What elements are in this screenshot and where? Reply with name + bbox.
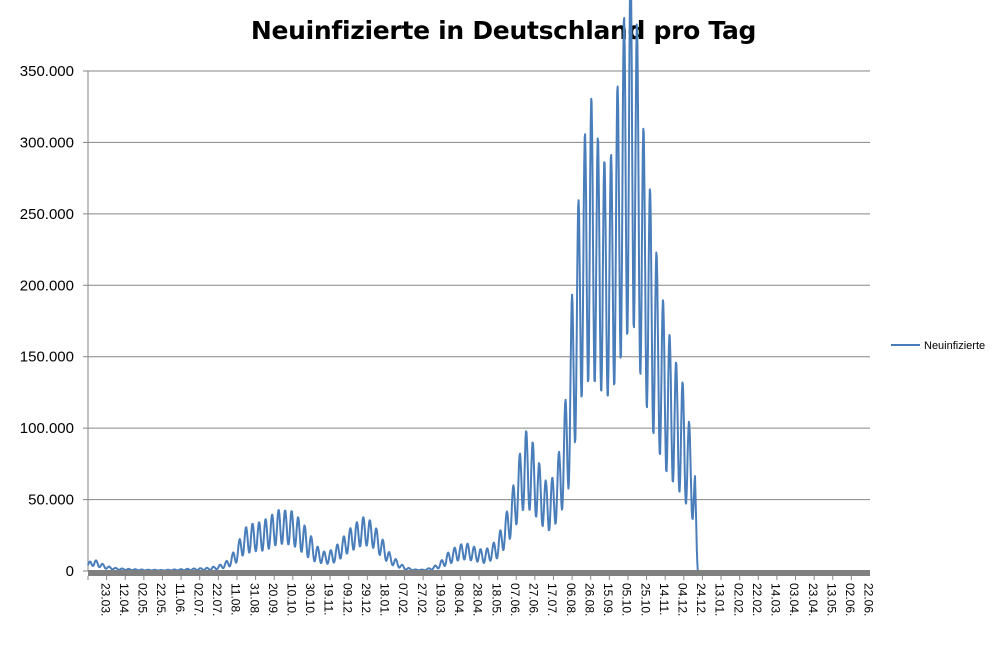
y-axis-ticks: 0 50.000 100.000 150.000 200.000 250.000 300.0… [20,63,88,580]
x-tick-label: 07.06. [508,583,522,616]
x-tick-label: 05.10. [620,583,634,616]
x-tick-label: 18.05. [489,583,503,616]
x-tick-label: 22.07. [210,583,224,616]
x-tick-label: 24.12. [694,583,708,616]
x-tick-label: 06.08. [564,583,578,616]
x-axis-ticks: 23.03. 12.04. 02.05. 22.05. 11.06. 02.07. 22.0… [87,576,876,616]
x-tick-label: 02.05. [136,583,150,616]
y-tick-label: 0 [66,563,74,580]
x-tick-label: 03.04. [787,583,801,616]
x-tick-label: 15.09. [601,583,615,616]
legend-label-neuinfizierte: Neuinfizierte [924,340,985,352]
x-tick-label: 02.02. [731,583,745,616]
x-tick-label: 19.03. [434,583,448,616]
x-tick-label: 12.04. [117,583,131,616]
x-tick-label: 09.12. [340,583,354,616]
y-tick-label: 50.000 [28,492,74,509]
y-tick-label: 300.000 [20,134,74,151]
x-tick-label: 04.12. [676,583,690,616]
x-tick-label: 13.01. [713,583,727,616]
x-tick-label: 31.08. [247,583,261,616]
series-line-neuinfizierte [87,0,699,572]
x-tick-label: 17.07. [545,583,559,616]
gridlines [88,70,870,501]
x-tick-label: 14.03. [769,583,783,616]
x-tick-label: 22.06. [862,583,876,616]
x-tick-label: 25.10. [638,583,652,616]
x-tick-label: 07.02. [396,583,410,616]
x-tick-label: 11.08. [229,583,243,615]
x-tick-label: 22.02. [750,583,764,616]
x-tick-label: 27.02. [415,583,429,616]
x-tick-label: 19.11. [322,583,336,615]
x-axis-line [88,570,870,576]
chart-title: Neuinfizierte in Deutschland pro Tag [250,16,757,45]
y-tick-label: 200.000 [20,277,74,294]
x-tick-label: 13.05. [825,583,839,616]
x-tick-label: 28.04. [471,583,485,616]
y-tick-label: 150.000 [20,349,74,366]
x-tick-label: 30.10. [303,583,317,616]
y-tick-label: 250.000 [20,206,74,223]
y-tick-label: 350.000 [20,63,74,80]
x-tick-label: 02.06. [843,583,857,616]
x-tick-label: 23.03. [98,583,112,616]
legend: Neuinfizierte [891,340,985,352]
x-tick-label: 10.10. [285,583,299,616]
x-tick-label: 29.12. [359,583,373,616]
x-tick-label: 02.07. [191,583,205,616]
x-tick-label: 22.05. [154,583,168,616]
x-tick-label: 18.01. [378,583,392,616]
x-tick-label: 08.04. [452,583,466,616]
x-tick-label: 26.08. [582,583,596,616]
y-tick-label: 100.000 [20,420,74,437]
x-tick-label: 20.09. [266,583,280,616]
x-tick-label: 23.04. [806,583,820,616]
x-tick-label: 11.06. [173,583,187,615]
x-tick-label: 27.06. [527,583,541,616]
x-tick-label: 14.11. [657,583,671,615]
